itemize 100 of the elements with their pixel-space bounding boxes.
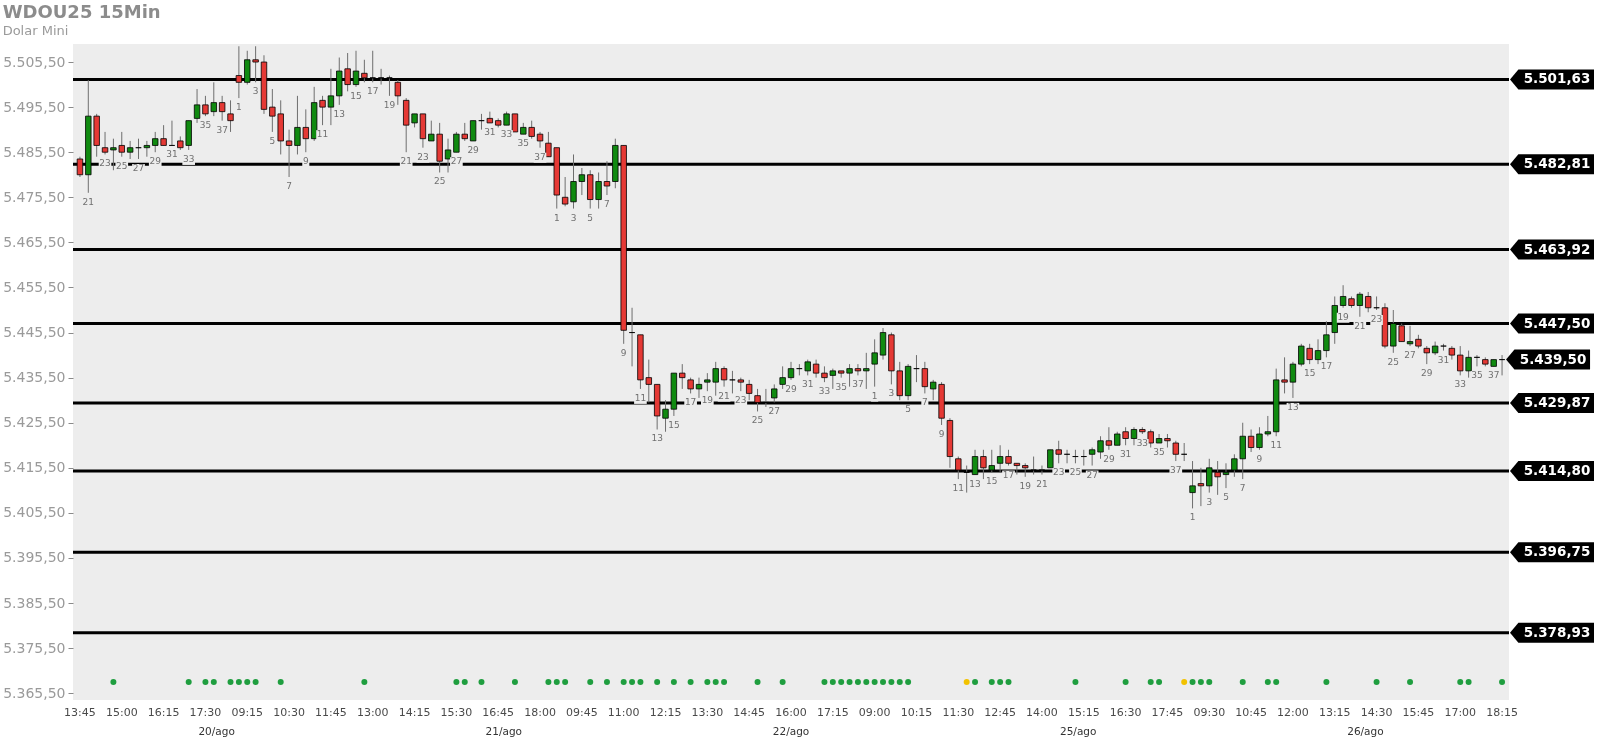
text: 11 (952, 483, 965, 494)
text: 1 (553, 212, 560, 223)
text: 3 (570, 212, 577, 223)
x-tick-label: 09:45 (566, 705, 598, 719)
text: 21 (1354, 320, 1366, 331)
text: 35 (1153, 447, 1165, 458)
text: 31 (1437, 354, 1450, 365)
text: 23 (1370, 314, 1383, 325)
ref-line-label: 5.501,63 (1523, 70, 1591, 87)
text: 21 (82, 196, 95, 207)
text: 31 (1119, 449, 1132, 460)
text: 9 (620, 347, 627, 358)
text: 11 (316, 129, 329, 140)
text: 33 (1136, 437, 1149, 448)
text: 35 (199, 120, 212, 131)
x-tick-label: 12:45 (984, 705, 1016, 719)
x-tick-label: 16:45 (482, 705, 515, 719)
text: 29 (785, 383, 797, 394)
text: 25 (1069, 467, 1082, 478)
x-tick-label: 13:00 (356, 705, 389, 719)
candlestick (863, 352, 870, 390)
x-tick-label: 17:15 (816, 705, 849, 719)
ref-line-label: 5.378,93 (1523, 623, 1591, 640)
text: 29 (1421, 368, 1433, 379)
text: 20/ago (198, 725, 235, 737)
candlestick (720, 365, 728, 388)
chart-subtitle: Dolar Mini (2, 23, 69, 38)
y-tick-label: 5.405,50 (3, 504, 66, 521)
text: 1 (1189, 512, 1196, 523)
text: 11 (1270, 440, 1282, 451)
x-tick-label: 10:30 (273, 705, 305, 719)
text: 17 (367, 86, 379, 97)
text: 29 (149, 156, 161, 167)
candlestick (854, 363, 862, 376)
x-tick-label: 13:45 (64, 705, 96, 719)
text: 27 (450, 156, 463, 167)
x-tick-label: 14:00 (1026, 705, 1058, 719)
text: 33 (182, 153, 195, 164)
text: 23 (735, 395, 747, 406)
candlestick (143, 140, 151, 158)
text: 25 (1387, 356, 1400, 367)
text: 37 (216, 124, 228, 135)
text: 15 (986, 476, 998, 487)
x-tick-label: 09:30 (1193, 705, 1226, 719)
text: 21 (400, 156, 412, 167)
candlestick (921, 361, 929, 394)
text: 33 (818, 386, 831, 397)
x-tick-label: 16:00 (775, 705, 807, 719)
y-tick-label: 5.375,50 (3, 639, 66, 656)
y-tick-label: 5.455,50 (3, 278, 66, 295)
text: 37 (852, 379, 864, 390)
candlestick (511, 113, 519, 133)
candlestick (879, 327, 887, 361)
text: 27 (132, 162, 145, 173)
text: 13 (969, 478, 981, 489)
x-tick-label: 16:15 (147, 705, 180, 719)
text: 15 (350, 90, 362, 101)
x-tick-label: 11:00 (607, 705, 640, 719)
x-tick-label: 13:30 (691, 705, 724, 719)
text: 33 (500, 129, 513, 140)
chart-title: WDOU25 15Min (2, 1, 161, 22)
y-tick-label: 5.385,50 (3, 594, 66, 611)
text: 23 (1052, 467, 1065, 478)
text: 31 (166, 149, 178, 160)
text: 17 (1320, 361, 1333, 372)
annotation: 5.439,50 (1519, 350, 1587, 367)
candlestick (746, 379, 753, 401)
text: 13 (651, 433, 663, 444)
text: 17 (684, 397, 697, 408)
candlestick (787, 361, 795, 381)
y-tick-label: 5.365,50 (3, 684, 66, 701)
y-tick-label: 5.475,50 (3, 188, 66, 205)
candlestick (1423, 345, 1430, 365)
y-tick-label: 5.415,50 (3, 459, 66, 476)
ref-line-label: 5.482,81 (1523, 155, 1591, 172)
x-tick-label: 10:45 (1235, 705, 1267, 719)
text: 7 (1239, 483, 1246, 494)
text: 11 (634, 392, 647, 403)
ref-line-label: 5.463,92 (1523, 240, 1591, 257)
candlestick (679, 363, 686, 390)
text: 21/ago (485, 725, 523, 737)
candlestick (1130, 426, 1138, 446)
candlestick (126, 140, 134, 160)
x-tick-label: 15:30 (440, 705, 473, 719)
text: 27 (1404, 350, 1416, 361)
text: 37 (1170, 465, 1182, 476)
candlestick (1289, 361, 1297, 399)
x-tick-label: 10:15 (900, 705, 933, 719)
candlestick (469, 120, 477, 142)
x-tick-label: 16:30 (1109, 705, 1142, 719)
candlestick (227, 99, 234, 133)
y-tick-label: 5.425,50 (3, 414, 66, 431)
text: 13 (333, 108, 345, 119)
text: 15 (1303, 368, 1316, 379)
x-tick-label: 14:30 (1360, 705, 1393, 719)
candlestick (536, 131, 544, 149)
text: 25/ago (1059, 725, 1097, 737)
x-tick-label: 15:15 (1067, 705, 1100, 719)
text: 19 (1019, 480, 1031, 491)
text: 35 (1471, 370, 1483, 381)
